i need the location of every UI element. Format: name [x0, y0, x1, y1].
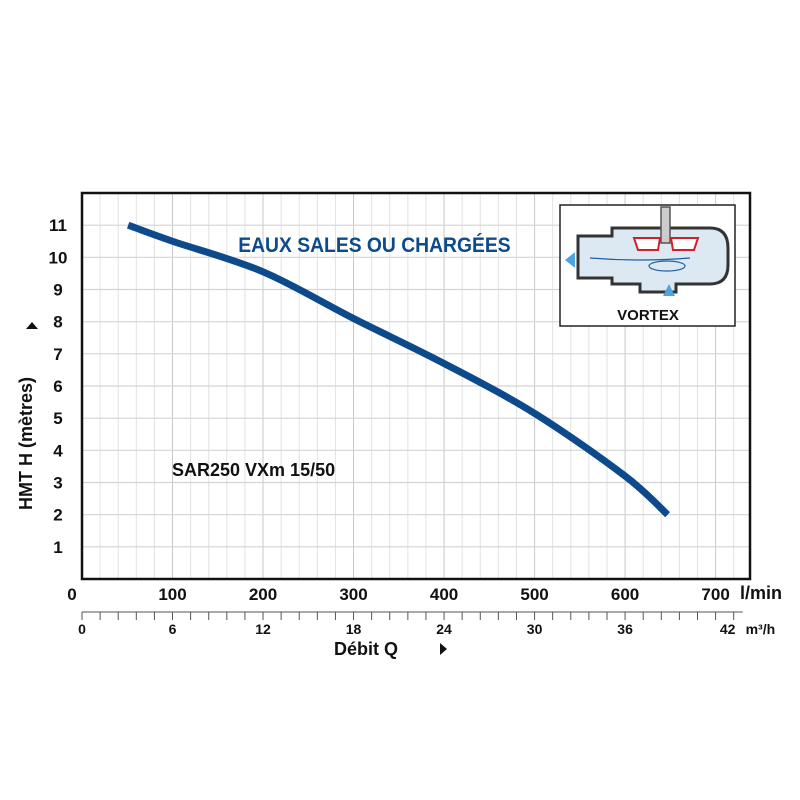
y-tick-label: 6	[53, 377, 62, 396]
y-tick-label: 8	[53, 313, 62, 332]
x2-tick-label: 36	[617, 621, 633, 637]
x-ticks: 0 100 200 300 400 500 600 700	[67, 585, 730, 604]
x-unit-label: l/min	[740, 583, 782, 603]
x2-tick-label: 6	[169, 621, 177, 637]
y-ticks: 1 2 3 4 5 6 7 8 9 10 11	[49, 216, 68, 557]
x-tick-label: 700	[701, 585, 729, 604]
x2-tick-label: 24	[436, 621, 452, 637]
x2-tick-label: 18	[346, 621, 362, 637]
y-axis-arrow-icon	[26, 322, 38, 329]
x-tick-label: 500	[520, 585, 548, 604]
x2-tick-label: 30	[527, 621, 543, 637]
x2-tick-label: 0	[78, 621, 86, 637]
y-tick-label: 1	[53, 538, 62, 557]
x-tick-label: 300	[339, 585, 367, 604]
x2-unit-label: m³/h	[746, 621, 776, 637]
x-tick-label: 400	[430, 585, 458, 604]
x-tick-label: 600	[611, 585, 639, 604]
x-tick-label: 100	[158, 585, 186, 604]
y-tick-label: 3	[53, 474, 62, 493]
y-tick-label: 2	[53, 506, 62, 525]
inset-label: VORTEX	[617, 307, 679, 324]
x2-tick-label: 12	[255, 621, 271, 637]
plot-frame	[80, 191, 752, 581]
y-axis-label: HMT H (mètres)	[16, 377, 36, 510]
x-tick-label: 200	[249, 585, 277, 604]
model-label: SAR250 VXm 15/50	[172, 460, 335, 480]
y-tick-label: 4	[53, 441, 63, 460]
x2-tick-label: 42	[720, 621, 736, 637]
x-axis-label: Débit Q	[334, 639, 398, 659]
chart-title: EAUX SALES OU CHARGÉES	[238, 233, 510, 257]
x-axis-arrow-icon	[440, 643, 447, 655]
y-tick-label: 10	[49, 248, 68, 267]
vortex-inset: VORTEX	[559, 204, 736, 327]
x-tick-label: 0	[67, 585, 76, 604]
y-tick-label: 11	[49, 216, 67, 235]
y-tick-label: 5	[53, 409, 62, 428]
secondary-x-axis: 0 6 12 18 24 30 36 42 m³/h	[78, 611, 776, 637]
y-tick-label: 7	[53, 345, 62, 364]
performance-curve	[126, 221, 671, 518]
y-tick-label: 9	[53, 281, 62, 300]
